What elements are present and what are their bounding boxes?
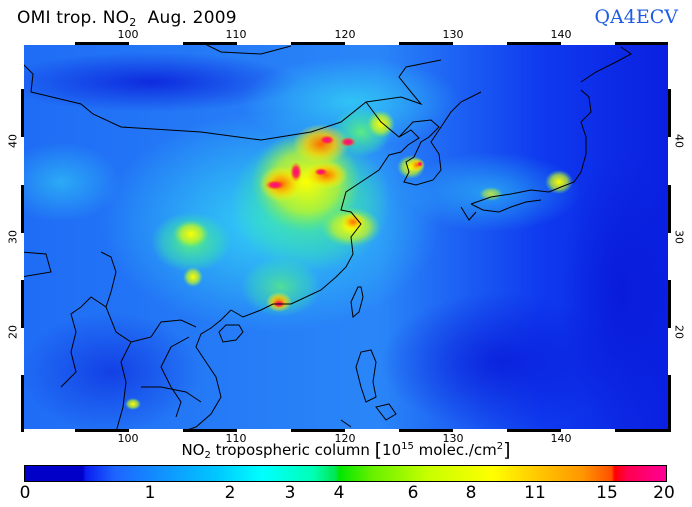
colorbar-tick: 2 [224,483,236,503]
colorbar [24,465,667,482]
lon-tick-bottom: 120 [334,432,356,445]
chart-title: OMI trop. NO2 Aug. 2009 [17,8,237,29]
lon-tick-top: 140 [550,28,572,41]
lat-tick-right: 40 [672,134,686,148]
lon-tick-top: 100 [117,28,139,41]
lat-tick-right: 30 [672,230,686,244]
brand-label: QA4ECV [594,6,678,28]
colorbar-tick: 11 [524,483,546,503]
colorbar-tick: 0 [19,483,31,503]
colorbar-title: NO2 tropospheric column [1015 molec./cm2… [181,439,511,461]
lon-tick-bottom: 140 [550,432,572,445]
no2-heatmap [21,42,671,432]
lon-tick-bottom: 110 [225,432,247,445]
colorbar-tick: 15 [596,483,618,503]
lon-tick-top: 130 [442,28,464,41]
colorbar-tick: 8 [465,483,477,503]
lon-tick-top: 120 [334,28,356,41]
colorbar-tick: 3 [284,483,296,503]
lon-tick-bottom: 100 [117,432,139,445]
frame-ticks [21,42,671,432]
lat-tick-left: 30 [6,230,20,244]
colorbar-tick: 1 [144,483,156,503]
colorbar-tick: 20 [653,483,675,503]
colorbar-tick: 6 [407,483,419,503]
lon-tick-top: 110 [225,28,247,41]
lat-tick-left: 40 [6,134,20,148]
lat-tick-left: 20 [6,325,20,339]
lon-tick-bottom: 130 [442,432,464,445]
lat-tick-right: 20 [672,325,686,339]
colorbar-tick: 4 [333,483,345,503]
